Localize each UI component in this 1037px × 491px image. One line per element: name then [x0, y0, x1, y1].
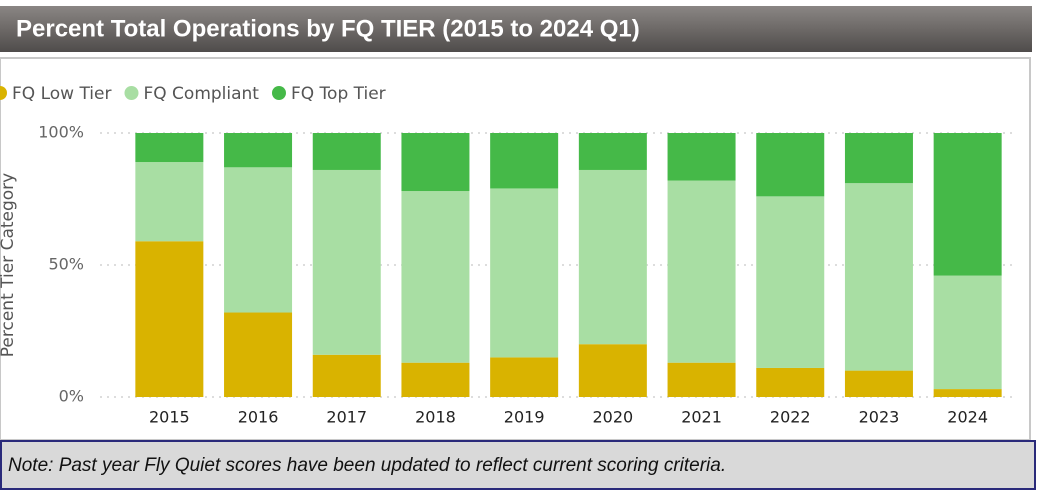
- bar-segment: [312, 133, 381, 170]
- bar-segment: [224, 312, 293, 397]
- x-tick-label: 2024: [947, 408, 988, 427]
- bar-segment: [667, 362, 736, 397]
- bar-segment: [312, 354, 381, 397]
- x-tick-label: 2017: [326, 408, 367, 427]
- y-axis-title: Percent Tier Category: [0, 173, 18, 357]
- bar-segment: [401, 191, 470, 363]
- x-tick-label: 2020: [592, 408, 633, 427]
- legend-label: FQ Low Tier: [12, 84, 111, 104]
- y-tick-label: 100%: [38, 123, 84, 142]
- bar-segment: [401, 362, 470, 397]
- bar-segment: [578, 169, 647, 345]
- bar-segment: [756, 133, 825, 197]
- legend-label: FQ Compliant: [143, 84, 259, 104]
- bar-segment: [490, 133, 559, 189]
- y-tick-label: 0%: [59, 387, 84, 406]
- bar-segment: [224, 133, 293, 168]
- bar-segment: [933, 275, 1002, 390]
- bar-segment: [490, 357, 559, 397]
- legend-marker: [124, 86, 139, 100]
- bar-segment: [667, 133, 736, 181]
- x-tick-label: 2019: [504, 408, 545, 427]
- x-tick-label: 2021: [681, 408, 722, 427]
- bar-segment: [933, 133, 1002, 276]
- legend-label: FQ Top Tier: [291, 84, 386, 104]
- bar-segment: [312, 169, 381, 355]
- x-tick-label: 2015: [149, 408, 190, 427]
- note: Note: Past year Fly Quiet scores have be…: [8, 455, 726, 476]
- legend-marker: [271, 86, 286, 100]
- bar-segment: [844, 183, 913, 371]
- bar-segment: [135, 133, 204, 163]
- bar-segment: [667, 180, 736, 363]
- x-tick-label: 2022: [770, 408, 811, 427]
- bar-segment: [135, 162, 204, 242]
- bar-segment: [756, 367, 825, 397]
- bar-segment: [844, 133, 913, 184]
- bar-segment: [844, 370, 913, 397]
- bar-segment: [401, 133, 470, 192]
- bar-segment: [578, 133, 647, 170]
- note-box: [0, 440, 1036, 490]
- legend-marker: [0, 86, 7, 100]
- x-tick-label: 2023: [859, 408, 900, 427]
- x-tick-label: 2018: [415, 408, 456, 427]
- bar-segment: [490, 188, 559, 358]
- y-tick-label: 50%: [48, 255, 84, 274]
- bar-segment: [756, 196, 825, 368]
- bar-segment: [224, 167, 293, 313]
- title-bar: [0, 6, 1032, 52]
- bar-segment: [135, 241, 204, 397]
- bar-segment: [933, 389, 1002, 397]
- chart-title: Percent Total Operations by FQ TIER (201…: [16, 15, 640, 42]
- bar-segment: [578, 344, 647, 397]
- x-tick-label: 2016: [238, 408, 279, 427]
